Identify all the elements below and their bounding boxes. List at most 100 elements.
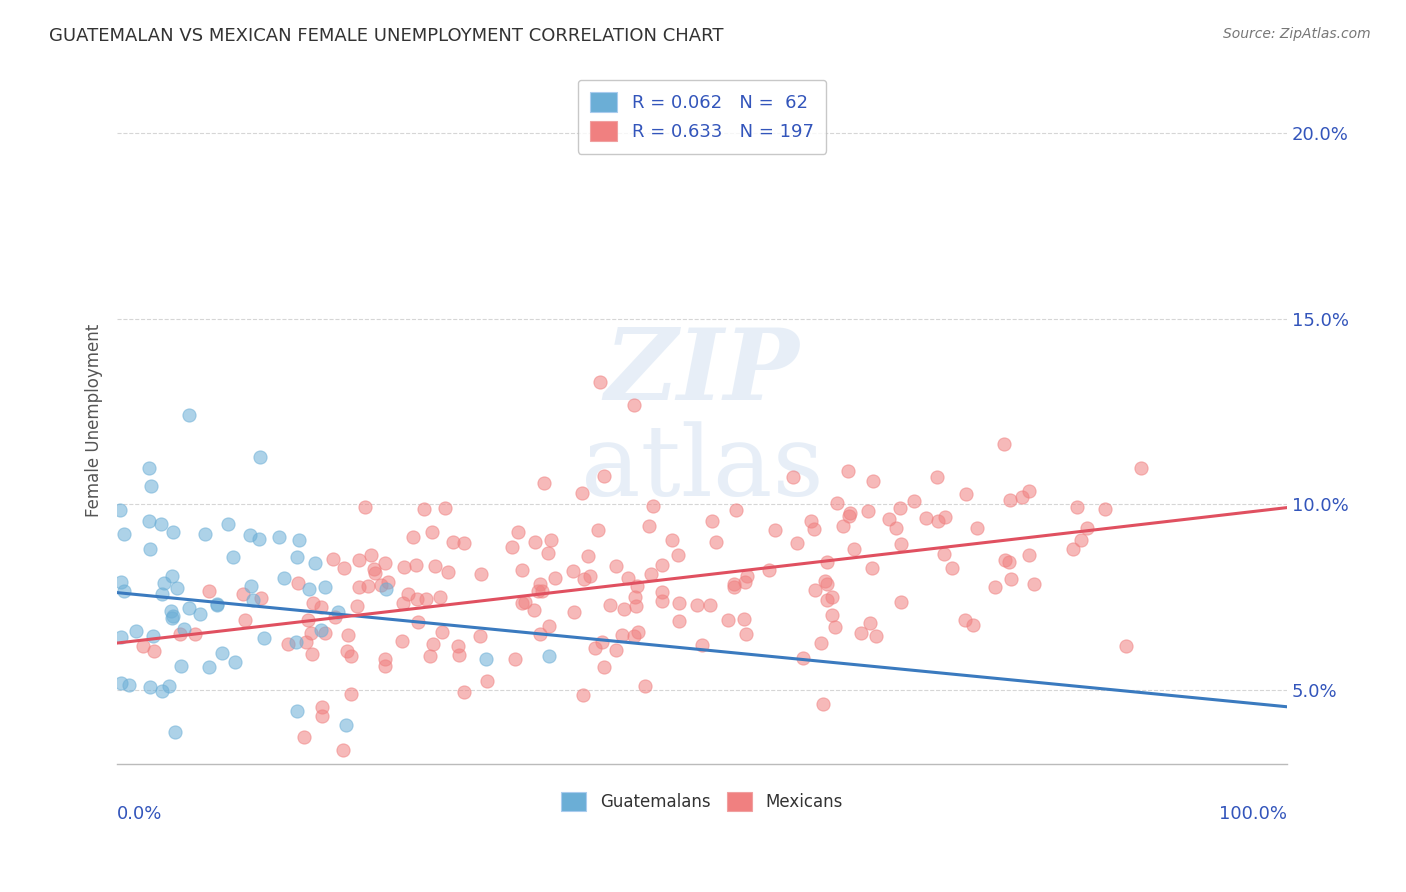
Point — [432, 624, 454, 639]
Point — [700, 514, 723, 528]
Point — [503, 652, 526, 666]
Point — [599, 598, 621, 612]
Point — [506, 525, 529, 540]
Point — [449, 648, 471, 662]
Point — [287, 770, 309, 784]
Point — [205, 598, 228, 612]
Point — [886, 521, 908, 535]
Point — [194, 527, 217, 541]
Point — [112, 583, 135, 598]
Point — [821, 590, 844, 604]
Point — [651, 558, 673, 572]
Point — [993, 436, 1015, 450]
Point — [813, 574, 835, 588]
Point — [299, 626, 322, 640]
Point — [810, 636, 832, 650]
Point — [723, 580, 745, 594]
Point — [1076, 521, 1098, 535]
Point — [391, 633, 413, 648]
Point — [375, 582, 398, 596]
Point — [314, 626, 336, 640]
Point — [686, 599, 709, 613]
Point — [217, 516, 239, 531]
Point — [405, 558, 427, 572]
Point — [572, 572, 595, 586]
Point — [927, 514, 949, 528]
Point — [112, 527, 135, 541]
Point — [890, 537, 912, 551]
Point — [914, 510, 936, 524]
Point — [301, 647, 323, 661]
Point — [125, 624, 148, 638]
Point — [142, 629, 165, 643]
Point — [294, 730, 316, 744]
Point — [150, 684, 173, 698]
Point — [429, 591, 451, 605]
Point — [406, 615, 429, 630]
Point — [419, 648, 441, 663]
Point — [838, 506, 860, 520]
Point — [717, 614, 740, 628]
Point — [297, 613, 319, 627]
Point — [544, 571, 567, 585]
Point — [470, 566, 492, 581]
Point — [198, 660, 221, 674]
Point — [1000, 573, 1022, 587]
Point — [333, 561, 356, 575]
Point — [523, 535, 546, 549]
Point — [1130, 460, 1153, 475]
Point — [423, 558, 446, 573]
Point — [323, 610, 346, 624]
Point — [166, 581, 188, 595]
Point — [571, 486, 593, 500]
Point — [562, 606, 585, 620]
Point — [124, 776, 146, 790]
Point — [803, 522, 825, 536]
Point — [579, 568, 602, 582]
Point — [356, 579, 378, 593]
Point — [138, 514, 160, 528]
Point — [240, 580, 263, 594]
Point — [314, 581, 336, 595]
Point — [340, 687, 363, 701]
Point — [1018, 484, 1040, 499]
Point — [576, 549, 599, 564]
Point — [441, 534, 464, 549]
Point — [925, 470, 948, 484]
Point — [349, 553, 371, 567]
Point — [523, 603, 546, 617]
Point — [825, 495, 848, 509]
Point — [837, 464, 859, 478]
Point — [118, 678, 141, 692]
Point — [638, 518, 661, 533]
Point — [537, 546, 560, 560]
Point — [723, 577, 745, 591]
Point — [304, 556, 326, 570]
Point — [249, 591, 271, 606]
Point — [593, 469, 616, 483]
Point — [934, 510, 956, 524]
Point — [179, 408, 201, 422]
Point — [815, 593, 838, 607]
Point — [447, 639, 470, 653]
Point — [666, 548, 689, 562]
Point — [865, 629, 887, 643]
Point — [139, 479, 162, 493]
Point — [211, 646, 233, 660]
Point — [529, 577, 551, 591]
Point — [540, 533, 562, 547]
Point — [786, 536, 808, 550]
Point — [859, 616, 882, 631]
Point — [804, 583, 827, 598]
Point — [374, 556, 396, 570]
Point — [623, 398, 645, 412]
Point — [142, 643, 165, 657]
Point — [530, 583, 553, 598]
Point — [160, 569, 183, 583]
Point — [735, 569, 758, 583]
Point — [346, 599, 368, 614]
Point — [162, 608, 184, 623]
Point — [838, 509, 860, 524]
Point — [277, 637, 299, 651]
Point — [347, 580, 370, 594]
